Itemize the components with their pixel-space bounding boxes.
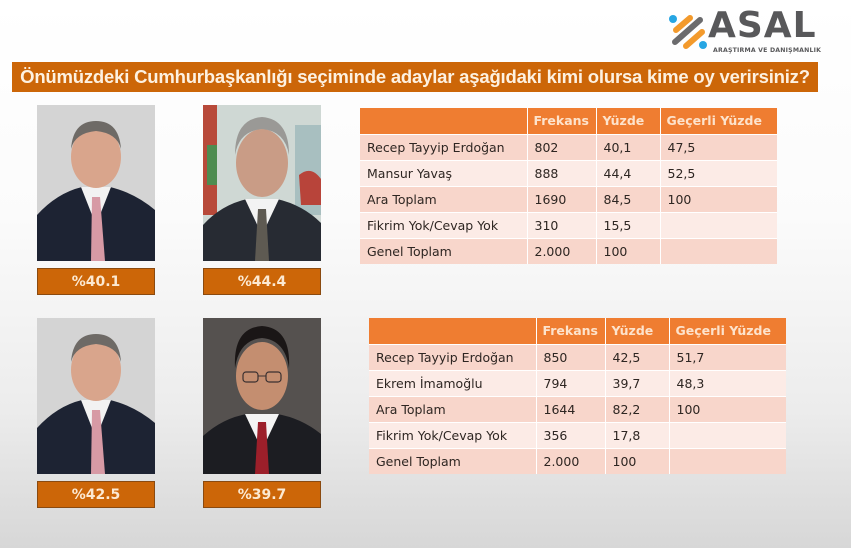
cell-frekans: 1690 — [527, 185, 597, 212]
table-row: Recep Tayyip Erdoğan 802 40,1 47,5 — [360, 133, 777, 160]
table-row: Fikrim Yok/Cevap Yok 310 15,5 — [360, 211, 777, 238]
cell-yuzde: 84,5 — [596, 185, 661, 212]
table-row: Ara Toplam 1690 84,5 100 — [360, 185, 777, 212]
table-row: Genel Toplam 2.000 100 — [369, 447, 786, 474]
cell-gecerli-yuzde — [669, 447, 786, 474]
row-label: Ekrem İmamoğlu — [369, 369, 537, 396]
row-label: Mansur Yavaş — [360, 159, 528, 186]
cell-yuzde: 15,5 — [596, 211, 661, 238]
cell-yuzde: 39,7 — [605, 369, 670, 396]
table-row: Ara Toplam 1644 82,2 100 — [369, 395, 786, 422]
row-label: Fikrim Yok/Cevap Yok — [360, 211, 528, 238]
row-label: Recep Tayyip Erdoğan — [360, 133, 528, 160]
header-blank — [369, 318, 537, 344]
cell-gecerli-yuzde — [660, 211, 777, 238]
cell-gecerli-yuzde — [660, 237, 777, 264]
cell-gecerli-yuzde: 100 — [660, 185, 777, 212]
yavas-photo — [203, 105, 321, 261]
question-title-bar: Önümüzdeki Cumhurbaşkanlığı seçiminde ad… — [12, 62, 818, 92]
header-frekans: Frekans — [527, 108, 597, 134]
imamoglu-percent-label: %39.7 — [203, 481, 321, 508]
row-label: Recep Tayyip Erdoğan — [369, 343, 537, 370]
table-row: Genel Toplam 2.000 100 — [360, 237, 777, 264]
header-frekans: Frekans — [536, 318, 606, 344]
table-row: Ekrem İmamoğlu 794 39,7 48,3 — [369, 369, 786, 396]
row-label: Ara Toplam — [360, 185, 528, 212]
cell-gecerli-yuzde: 48,3 — [669, 369, 786, 396]
logo-subtitle: ARAŞTIRMA VE DANIŞMANLIK — [713, 47, 822, 54]
row-label: Ara Toplam — [369, 395, 537, 422]
results-table-erdogan-imamoglu: Frekans Yüzde Geçerli Yüzde Recep Tayyip… — [369, 318, 786, 474]
cell-yuzde: 17,8 — [605, 421, 670, 448]
row-label: Genel Toplam — [369, 447, 537, 474]
asal-logo-icon — [669, 15, 707, 49]
table-row: Recep Tayyip Erdoğan 850 42,5 51,7 — [369, 343, 786, 370]
cell-frekans: 2.000 — [527, 237, 597, 264]
cell-frekans: 802 — [527, 133, 597, 160]
cell-gecerli-yuzde — [669, 421, 786, 448]
header-blank — [360, 108, 528, 134]
cell-yuzde: 100 — [596, 237, 661, 264]
cell-gecerli-yuzde: 100 — [669, 395, 786, 422]
cell-frekans: 850 — [536, 343, 606, 370]
cell-frekans: 888 — [527, 159, 597, 186]
table-header-row: Frekans Yüzde Geçerli Yüzde — [369, 318, 786, 344]
erdogan-percent-label-1: %40.1 — [37, 268, 155, 295]
cell-yuzde: 40,1 — [596, 133, 661, 160]
table-row: Fikrim Yok/Cevap Yok 356 17,8 — [369, 421, 786, 448]
row-label: Fikrim Yok/Cevap Yok — [369, 421, 537, 448]
erdogan-percent-label-2: %42.5 — [37, 481, 155, 508]
imamoglu-photo — [203, 318, 321, 474]
yavas-percent-label: %44.4 — [203, 268, 321, 295]
logo-brand: ASAL — [708, 5, 817, 46]
table-row: Mansur Yavaş 888 44,4 52,5 — [360, 159, 777, 186]
row-label: Genel Toplam — [360, 237, 528, 264]
table-header-row: Frekans Yüzde Geçerli Yüzde — [360, 108, 777, 134]
cell-yuzde: 44,4 — [596, 159, 661, 186]
cell-frekans: 310 — [527, 211, 597, 238]
cell-frekans: 794 — [536, 369, 606, 396]
header-gecerli-yuzde: Geçerli Yüzde — [660, 108, 777, 134]
cell-yuzde: 82,2 — [605, 395, 670, 422]
header-gecerli-yuzde: Geçerli Yüzde — [669, 318, 786, 344]
asal-logo: ASAL ARAŞTIRMA VE DANIŞMANLIK — [666, 5, 821, 54]
cell-frekans: 356 — [536, 421, 606, 448]
question-title: Önümüzdeki Cumhurbaşkanlığı seçiminde ad… — [20, 66, 810, 87]
cell-yuzde: 42,5 — [605, 343, 670, 370]
cell-gecerli-yuzde: 47,5 — [660, 133, 777, 160]
header-yuzde: Yüzde — [605, 318, 670, 344]
erdogan-photo — [37, 105, 155, 261]
cell-frekans: 1644 — [536, 395, 606, 422]
cell-gecerli-yuzde: 51,7 — [669, 343, 786, 370]
erdogan-photo-2 — [37, 318, 155, 474]
cell-yuzde: 100 — [605, 447, 670, 474]
cell-frekans: 2.000 — [536, 447, 606, 474]
results-table-erdogan-yavas: Frekans Yüzde Geçerli Yüzde Recep Tayyip… — [360, 108, 777, 264]
header-yuzde: Yüzde — [596, 108, 661, 134]
cell-gecerli-yuzde: 52,5 — [660, 159, 777, 186]
